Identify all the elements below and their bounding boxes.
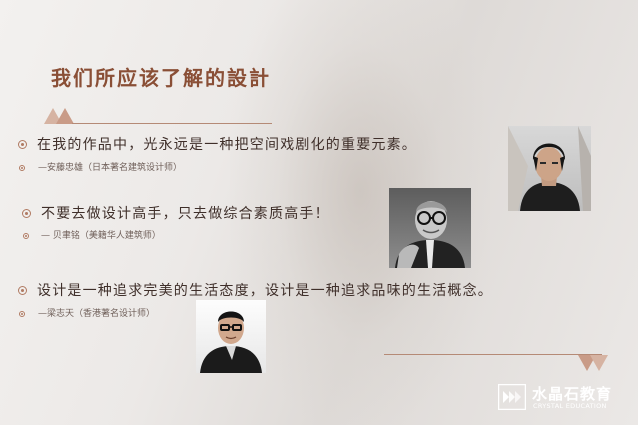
- title-underline: [72, 123, 272, 124]
- crystal-logo-icon: [497, 383, 527, 411]
- quote-attribution: —安藤忠雄（日本著名建筑设计师）: [38, 163, 183, 173]
- page-title: 我们所应该了解的設計: [51, 66, 271, 90]
- bullet-icon: [22, 209, 31, 218]
- footer-rule: [384, 354, 602, 355]
- bullet-icon: [19, 165, 25, 171]
- quote-text: 在我的作品中，光永远是一种把空间戏剧化的重要元素。: [37, 137, 417, 153]
- i-m-pei-portrait: [389, 188, 471, 268]
- decor-triangle: [590, 355, 608, 371]
- quote-text: 不要去做设计高手，只去做综合素质高手！: [41, 206, 330, 222]
- bullet-icon: [18, 286, 27, 295]
- steve-leung-portrait: [196, 300, 266, 373]
- brand-name: 水晶石教育: [532, 385, 613, 403]
- bullet-icon: [23, 233, 29, 239]
- bullet-icon: [18, 140, 27, 149]
- tadao-ando-portrait: [508, 126, 591, 211]
- brand-tagline: CRYSTAL EDUCATION: [533, 402, 607, 410]
- bullet-icon: [19, 311, 25, 317]
- quote-attribution: — 贝聿铭（美籍华人建筑师）: [41, 231, 161, 241]
- quote-attribution: —梁志天（香港著名设计师）: [38, 309, 156, 319]
- quote-text: 设计是一种追求完美的生活态度，设计是一种追求品味的生活概念。: [37, 283, 493, 299]
- decor-triangle: [56, 108, 74, 124]
